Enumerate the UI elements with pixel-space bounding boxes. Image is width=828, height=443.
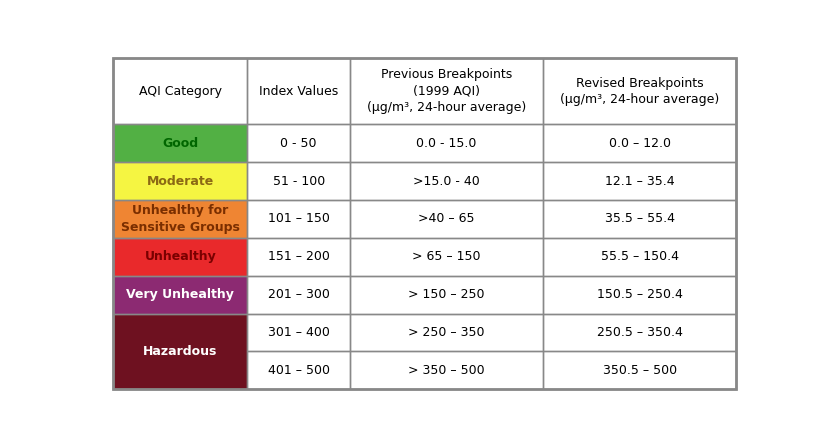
Text: Good: Good [162, 137, 198, 150]
Bar [247, 314, 349, 351]
Bar [349, 238, 542, 276]
Bar [247, 124, 349, 162]
Text: 0.0 – 12.0: 0.0 – 12.0 [608, 137, 670, 150]
Bar [349, 124, 542, 162]
Text: 51 - 100: 51 - 100 [272, 175, 325, 188]
Bar [247, 238, 349, 276]
Bar [349, 162, 542, 200]
Text: 35.5 – 55.4: 35.5 – 55.4 [604, 213, 674, 225]
Text: Hazardous: Hazardous [143, 345, 217, 358]
Bar [542, 58, 735, 124]
Text: >40 – 65: >40 – 65 [418, 213, 474, 225]
Bar [113, 124, 247, 162]
Bar [247, 124, 349, 162]
Text: 301 – 400: 301 – 400 [267, 326, 330, 339]
Bar [542, 124, 735, 162]
Bar [113, 314, 247, 389]
Bar [113, 58, 735, 124]
Text: 12.1 – 35.4: 12.1 – 35.4 [604, 175, 674, 188]
Bar [113, 200, 247, 238]
Text: 401 – 500: 401 – 500 [267, 364, 330, 377]
Bar [542, 351, 735, 389]
Bar [349, 276, 542, 314]
Bar [247, 276, 349, 314]
Text: 0.0 - 15.0: 0.0 - 15.0 [416, 137, 476, 150]
Text: 201 – 300: 201 – 300 [267, 288, 330, 301]
Text: Unhealthy: Unhealthy [144, 250, 216, 263]
Bar [349, 351, 542, 389]
Bar [247, 162, 349, 200]
Bar [113, 314, 247, 389]
Bar [542, 351, 735, 389]
Text: 0 - 50: 0 - 50 [280, 137, 316, 150]
Bar [247, 200, 349, 238]
Text: Very Unhealthy: Very Unhealthy [126, 288, 234, 301]
Bar [247, 276, 349, 314]
Text: 101 – 150: 101 – 150 [267, 213, 330, 225]
Bar [542, 124, 735, 162]
Bar [113, 276, 247, 314]
Bar [247, 162, 349, 200]
Text: Index Values: Index Values [258, 85, 338, 98]
Text: AQI Category: AQI Category [138, 85, 221, 98]
Text: > 150 – 250: > 150 – 250 [408, 288, 484, 301]
Text: Moderate: Moderate [147, 175, 214, 188]
Text: 55.5 – 150.4: 55.5 – 150.4 [600, 250, 678, 263]
Text: 350.5 – 500: 350.5 – 500 [602, 364, 676, 377]
Text: 150.5 – 250.4: 150.5 – 250.4 [596, 288, 682, 301]
Bar [349, 238, 542, 276]
Text: Revised Breakpoints
(μg/m³, 24-hour average): Revised Breakpoints (μg/m³, 24-hour aver… [560, 77, 719, 106]
Bar [113, 276, 247, 314]
Bar [113, 200, 247, 238]
Bar [349, 351, 542, 389]
Bar [247, 351, 349, 389]
Bar [349, 276, 542, 314]
Bar [542, 314, 735, 351]
Bar [113, 124, 247, 162]
Bar [349, 314, 542, 351]
Text: 250.5 – 350.4: 250.5 – 350.4 [596, 326, 682, 339]
Bar [542, 276, 735, 314]
Bar [247, 238, 349, 276]
Bar [113, 238, 247, 276]
Text: >15.0 - 40: >15.0 - 40 [413, 175, 479, 188]
Bar [349, 314, 542, 351]
Text: 151 – 200: 151 – 200 [267, 250, 330, 263]
Text: > 350 – 500: > 350 – 500 [408, 364, 484, 377]
Bar [542, 200, 735, 238]
Bar [113, 238, 247, 276]
Bar [247, 314, 349, 351]
Bar [349, 162, 542, 200]
Bar [542, 276, 735, 314]
Bar [349, 200, 542, 238]
Bar [542, 238, 735, 276]
Bar [247, 351, 349, 389]
Bar [113, 162, 247, 200]
Bar [542, 162, 735, 200]
Bar [542, 200, 735, 238]
Bar [542, 314, 735, 351]
Bar [542, 238, 735, 276]
Text: Unhealthy for
Sensitive Groups: Unhealthy for Sensitive Groups [121, 204, 239, 234]
Text: Previous Breakpoints
(1999 AQI)
(μg/m³, 24-hour average): Previous Breakpoints (1999 AQI) (μg/m³, … [367, 68, 526, 114]
Bar [247, 58, 349, 124]
Bar [113, 58, 247, 124]
Bar [349, 58, 542, 124]
Bar [349, 124, 542, 162]
Bar [247, 200, 349, 238]
Bar [113, 162, 247, 200]
Bar [542, 162, 735, 200]
Text: > 65 – 150: > 65 – 150 [412, 250, 480, 263]
Bar [349, 200, 542, 238]
Text: > 250 – 350: > 250 – 350 [408, 326, 484, 339]
